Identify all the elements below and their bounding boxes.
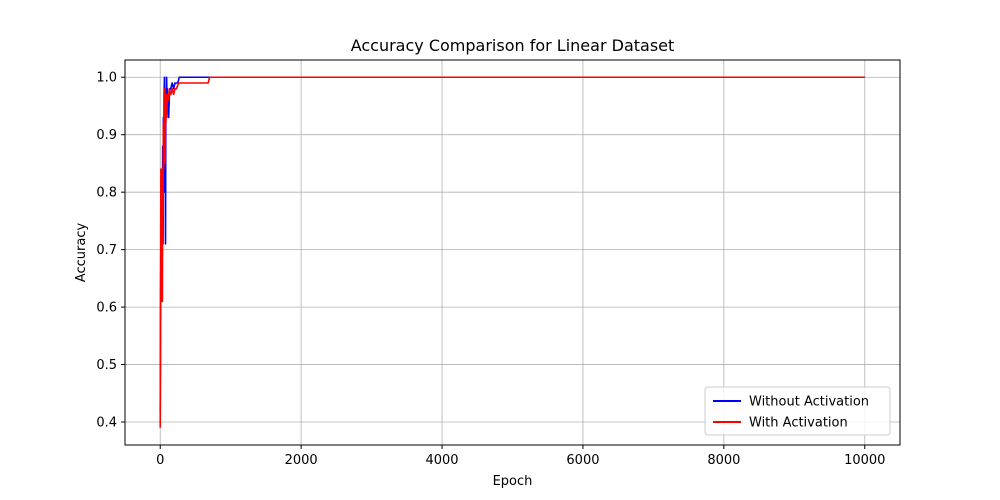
x-axis-title: Epoch xyxy=(493,474,533,489)
axis-ticks: 0 2000 4000 6000 8000 10000 0.4 0.5 0.6 0.7 0.8 0.9… xyxy=(96,71,885,468)
x-tick-label: 2000 xyxy=(285,453,318,468)
x-tick-label: 10000 xyxy=(844,453,885,468)
y-tick-label: 0.8 xyxy=(96,186,117,201)
x-tick-label: 0 xyxy=(156,453,164,468)
legend: Without Activation With Activation xyxy=(704,386,891,436)
y-tick-label: 0.7 xyxy=(96,243,117,258)
series-line-with-activation xyxy=(159,76,865,428)
chart-title: Accuracy Comparison for Linear Dataset xyxy=(351,36,675,55)
y-tick-label: 0.4 xyxy=(96,416,117,431)
plot-area-frame xyxy=(124,59,901,446)
y-tick-label: 0.6 xyxy=(96,301,117,316)
y-tick-label: 0.9 xyxy=(96,128,117,143)
x-tick-label: 6000 xyxy=(566,453,599,468)
legend-label: Without Activation xyxy=(749,395,869,410)
y-tick-label: 1.0 xyxy=(96,71,117,86)
legend-label: With Activation xyxy=(749,416,848,431)
series-lines xyxy=(159,76,865,428)
legend-box xyxy=(704,386,891,436)
y-axis-title: Accuracy xyxy=(74,223,89,283)
y-tick-label: 0.5 xyxy=(96,358,117,373)
x-tick-label: 4000 xyxy=(425,453,458,468)
x-tick-label: 8000 xyxy=(707,453,740,468)
